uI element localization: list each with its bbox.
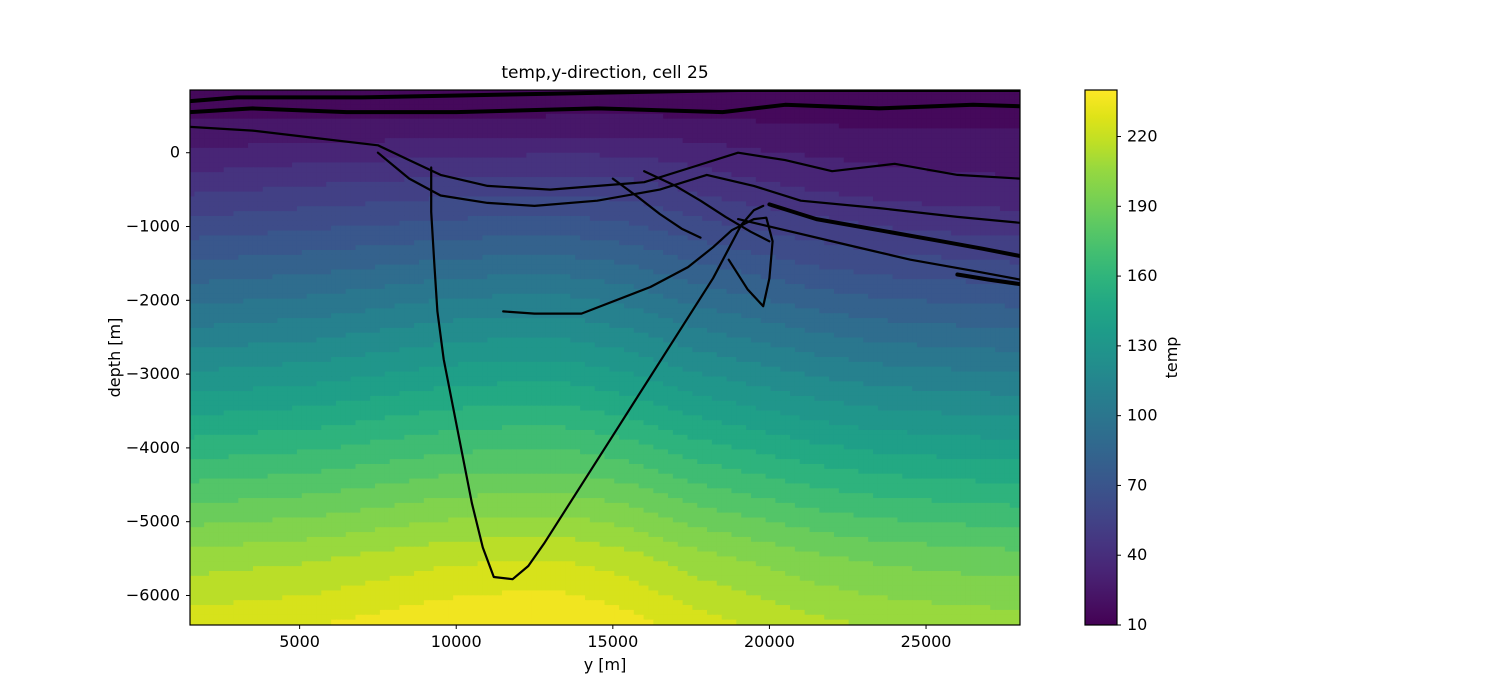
colorbar-tick-label: 190 bbox=[1127, 196, 1158, 215]
ytick-label: 0 bbox=[170, 143, 180, 162]
xtick-label: 5000 bbox=[279, 632, 320, 651]
xtick-label: 15000 bbox=[587, 632, 638, 651]
ytick-label: −1000 bbox=[126, 217, 180, 236]
plot-title: temp,y-direction, cell 25 bbox=[501, 63, 708, 83]
ytick-label: −2000 bbox=[126, 290, 180, 309]
ytick-label: −4000 bbox=[126, 438, 180, 457]
xtick-label: 10000 bbox=[431, 632, 482, 651]
chart-svg: 5000 10000 15000 20000 25000 0 −1000 −2000 −3000… bbox=[0, 0, 1500, 700]
colorbar-label: temp bbox=[1162, 337, 1181, 379]
colorbar bbox=[1085, 90, 1117, 625]
ytick-label: −5000 bbox=[126, 512, 180, 531]
x-axis-label: y [m] bbox=[584, 655, 627, 674]
colorbar-tick-label: 220 bbox=[1127, 127, 1158, 146]
chart-container: 5000 10000 15000 20000 25000 0 −1000 −2000 −3000… bbox=[0, 0, 1500, 700]
xtick-label: 25000 bbox=[901, 632, 952, 651]
colorbar-tick-label: 10 bbox=[1127, 615, 1147, 634]
colorbar-tick-label: 130 bbox=[1127, 336, 1158, 355]
colorbar-tick-label: 70 bbox=[1127, 475, 1147, 494]
colorbar-tick-label: 100 bbox=[1127, 406, 1158, 425]
ytick-label: −6000 bbox=[126, 585, 180, 604]
temperature-field bbox=[190, 90, 1021, 626]
xtick-label: 20000 bbox=[744, 632, 795, 651]
y-axis-label: depth [m] bbox=[105, 318, 124, 398]
colorbar-tick-label: 40 bbox=[1127, 545, 1147, 564]
colorbar-tick-label: 160 bbox=[1127, 266, 1158, 285]
ytick-label: −3000 bbox=[126, 364, 180, 383]
